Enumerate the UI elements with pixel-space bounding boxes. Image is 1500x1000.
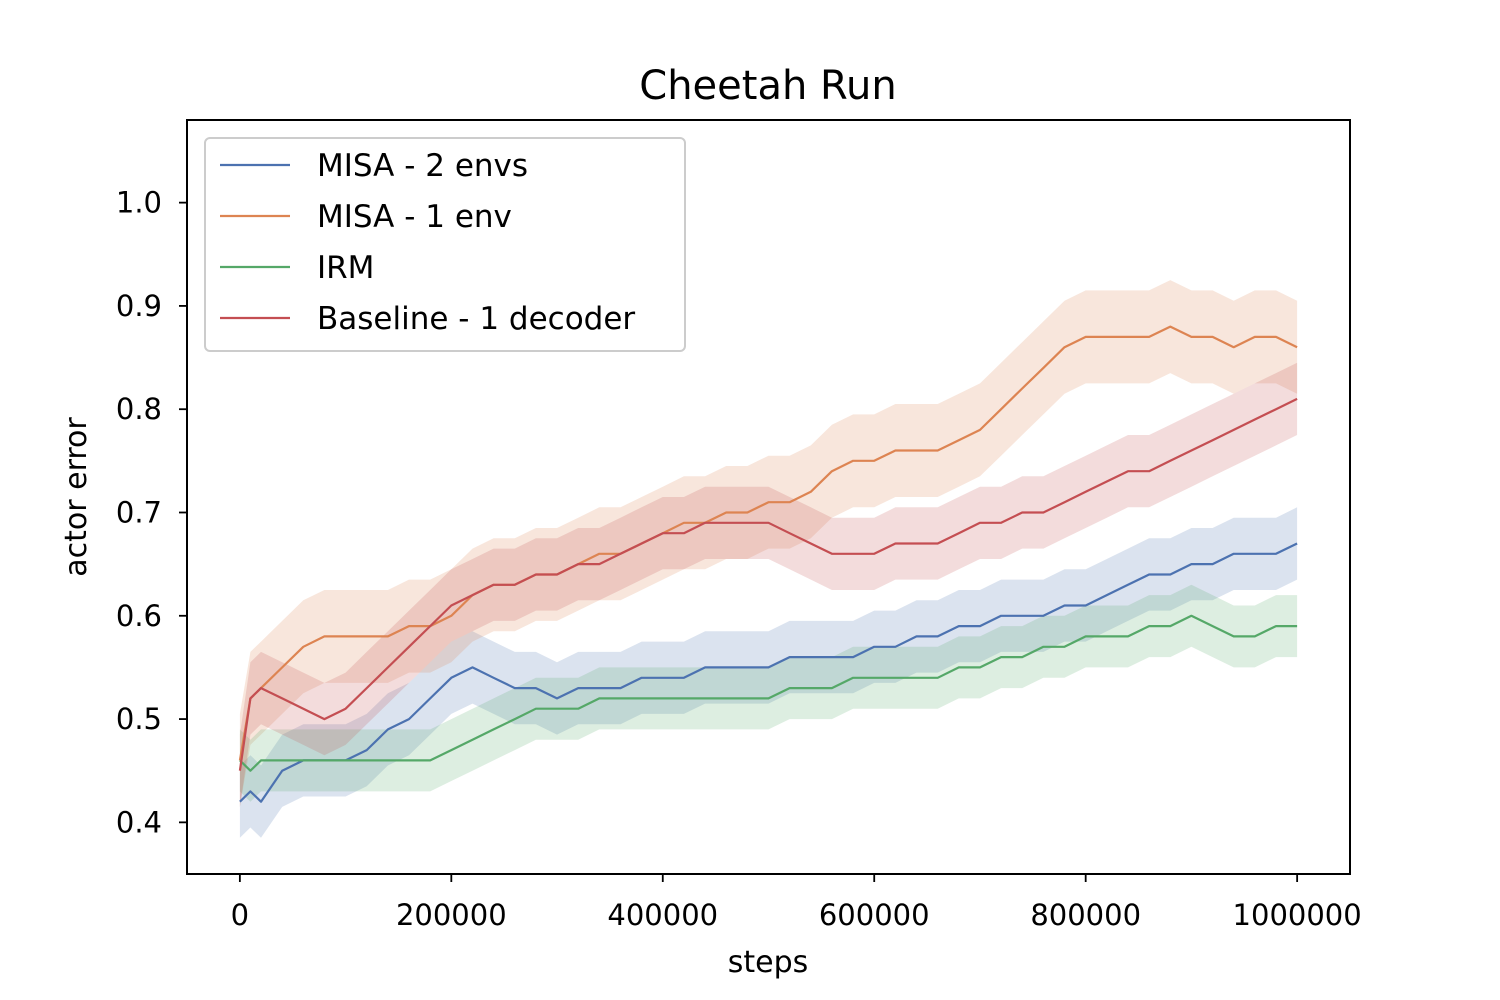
x-axis-label: steps [728,945,809,980]
line-irm [239,614,1298,772]
chart-title: Cheetah Run [639,63,896,109]
legend-label-misa-1-env: MISA - 1 env [317,199,512,235]
band-irm [239,584,1298,802]
legend: MISA - 2 envs MISA - 1 env IRM Baseline - 1… [204,137,686,352]
confidence-bands [239,280,1298,838]
x-tick-label: 400000 [607,898,718,932]
legend-label-irm: IRM [317,250,374,286]
band-misa-2-envs [239,507,1298,838]
legend-label-misa-2-envs: MISA - 2 envs [317,148,528,184]
y-tick-label: 0.4 [116,805,162,839]
y-tick-label: 0.8 [116,392,162,426]
y-axis-label: actor error [59,417,94,577]
x-tick-label: 800000 [1030,898,1141,932]
x-tick-label: 200000 [396,898,507,932]
y-axis-ticks: 0.4 0.5 0.6 0.7 0.8 0.9 1.0 [116,186,187,839]
line-misa-2-envs [239,542,1298,803]
band-baseline-1-decoder [239,362,1298,807]
x-axis-ticks: 0 200000 400000 600000 800000 1000000 [231,874,1362,932]
y-tick-label: 0.9 [116,289,162,323]
y-tick-label: 1.0 [116,186,162,220]
y-tick-label: 0.6 [116,599,162,633]
y-tick-label: 0.7 [116,495,162,529]
legend-label-baseline-1-decoder: Baseline - 1 decoder [317,301,635,337]
plot-frame [186,119,1351,875]
series-lines [238,325,1298,803]
y-tick-label: 0.5 [116,702,162,736]
x-tick-label: 600000 [819,898,930,932]
line-misa-1-env [238,325,1298,761]
x-tick-label: 1000000 [1233,898,1362,932]
band-misa-1-env [239,280,1298,807]
line-baseline-1-decoder [238,397,1298,771]
legend-box [204,137,686,352]
x-tick-label: 0 [231,898,249,932]
